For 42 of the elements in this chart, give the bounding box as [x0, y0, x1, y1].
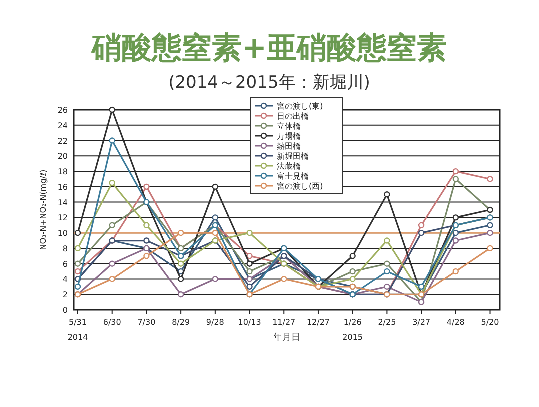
x-tick-label: 2/25 [378, 318, 396, 327]
x-tick-label: 7/30 [138, 318, 156, 327]
y-tick-label: 16 [58, 182, 68, 192]
y-axis-title: NO₃-N+NO₂-N(mg/ℓ) [39, 170, 48, 250]
y-tick-label: 6 [62, 260, 68, 269]
x-tick-label: 8/29 [172, 318, 190, 327]
x-tick-label: 5/31 [69, 318, 87, 327]
y-tick-label: 10 [58, 229, 68, 238]
legend-label: 法蔵橋 [277, 162, 301, 171]
legend-label: 立体橋 [277, 122, 301, 131]
x-tick-label: 1/26 [344, 318, 362, 327]
legend-label: 宮の渡し(東) [277, 102, 324, 111]
x-tick-label: 11/27 [272, 318, 296, 327]
text: 2015 [342, 333, 364, 342]
y-tick-label: 24 [58, 121, 68, 130]
y-tick-label: 26 [58, 106, 68, 115]
legend-label: 宮の渡し(西) [277, 182, 324, 191]
y-tick-label: 8 [62, 244, 68, 254]
y-tick-label: 14 [58, 198, 68, 208]
legend-label: 日の出橋 [277, 112, 309, 121]
chart-title: 硝酸態窒素+亜硝酸態窒素 [90, 31, 448, 66]
x-tick-label: 10/13 [238, 318, 262, 327]
y-tick-label: 0 [62, 306, 68, 315]
x-tick-label: 5/20 [481, 318, 500, 327]
y-tick-label: 20 [58, 152, 68, 162]
y-tick-label: 2 [62, 290, 68, 300]
y-tick-label: 4 [62, 275, 68, 284]
y-tick-label: 12 [58, 214, 68, 223]
x-tick-label: 6/30 [103, 318, 122, 327]
y-tick-label: 22 [58, 136, 68, 146]
x-tick-label: 9/28 [206, 318, 224, 327]
legend-label: 万場橋 [277, 132, 301, 141]
x-axis-title: 年月日 [274, 332, 300, 343]
x-tick-label: 4/28 [446, 318, 465, 327]
legend-label: 富士見橋 [277, 172, 309, 181]
text: 2014 [68, 333, 88, 342]
x-tick-label: 12/27 [306, 318, 330, 327]
chart-subtitle: (2014～2015年：新堀川) [168, 73, 370, 93]
legend-label: 熱田橋 [277, 142, 301, 151]
x-tick-label: 3/27 [412, 318, 431, 327]
legend-label: 新堀田橋 [277, 152, 309, 161]
y-tick-label: 18 [58, 168, 68, 177]
